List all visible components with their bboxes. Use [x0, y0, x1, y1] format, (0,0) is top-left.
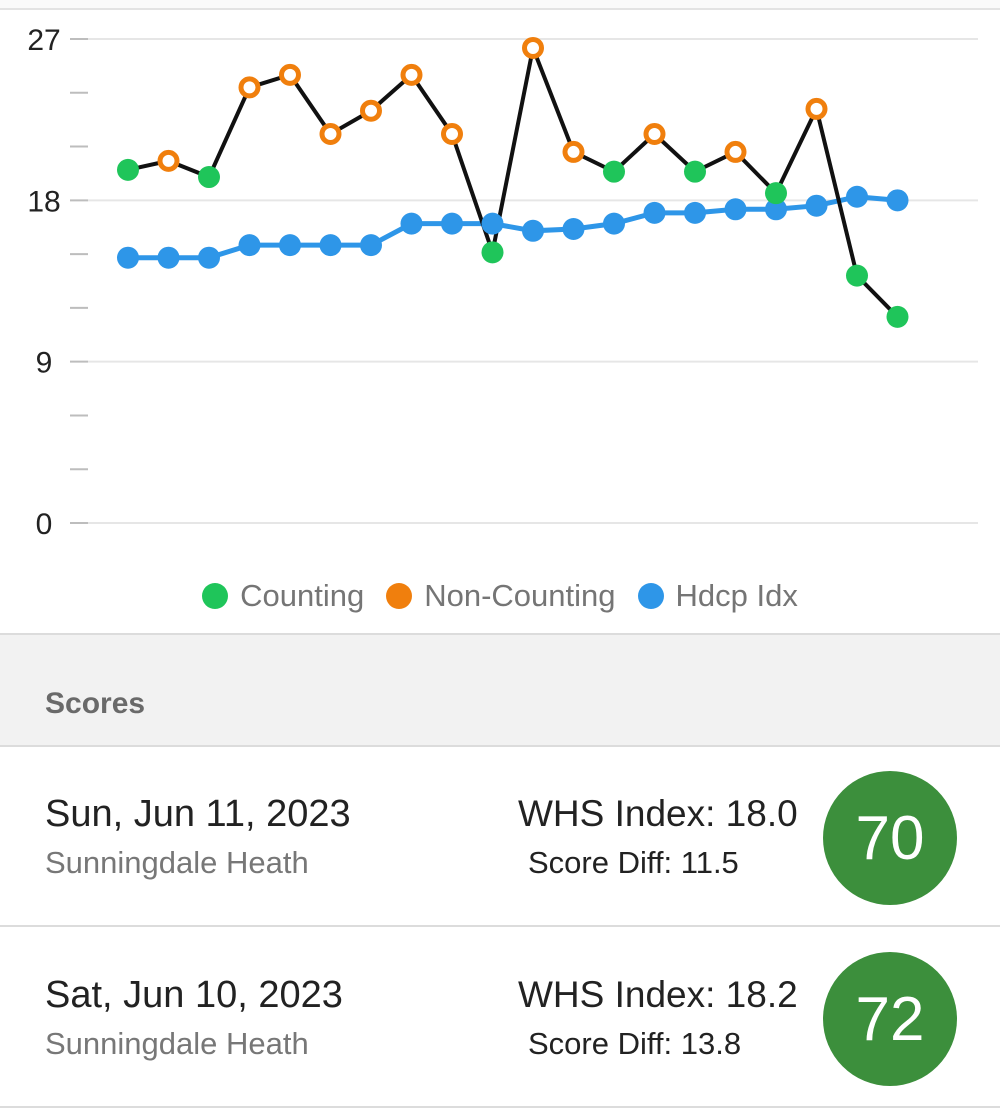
score-diff: Score Diff: 13.8	[528, 1026, 742, 1061]
legend-dot-counting	[202, 583, 229, 609]
scores-section-header: Scores	[0, 633, 1000, 747]
y-tick-label: 18	[27, 185, 60, 218]
counting-point	[603, 160, 625, 183]
hdcp-idx-point	[198, 246, 220, 269]
hdcp-idx-point	[279, 234, 301, 257]
course-name: Sunningdale Heath	[45, 845, 309, 880]
hdcp-idx-point	[765, 198, 787, 221]
hdcp-idx-point	[481, 212, 504, 235]
y-tick-label: 0	[36, 508, 53, 541]
non-counting-point	[643, 123, 666, 146]
counting-point	[684, 160, 706, 183]
score-diff: Score Diff: 11.5	[528, 845, 739, 880]
hdcp-idx-point	[522, 219, 544, 242]
non-counting-point	[522, 36, 544, 59]
score-row[interactable]: Sun, Jun 11, 2023 Sunningdale Heath WHS …	[0, 747, 1000, 927]
non-counting-point	[724, 140, 747, 163]
hdcp-idx-point	[360, 234, 382, 257]
whs-index: WHS Index: 18.2	[518, 974, 798, 1015]
counting-point	[481, 241, 504, 264]
legend-item-counting: Counting	[202, 578, 364, 614]
counting-point	[117, 158, 139, 181]
hdcp-idx-point	[238, 234, 261, 257]
hdcp-idx-point	[319, 234, 342, 257]
hdcp-idx-point	[846, 185, 868, 208]
hdcp-idx-point	[117, 246, 139, 269]
non-counting-point	[400, 63, 423, 86]
round-date: Sun, Jun 11, 2023	[45, 793, 351, 835]
non-counting-point	[238, 76, 261, 99]
non-counting-point	[360, 99, 382, 122]
hdcp-idx-point	[603, 212, 625, 235]
hdcp-idx-point	[886, 189, 909, 212]
y-tick-label: 9	[36, 347, 53, 380]
hdcp-idx-point	[157, 246, 180, 269]
score-badge: 70	[823, 771, 957, 905]
whs-index: WHS Index: 18.0	[518, 793, 798, 834]
hdcp-idx-point	[805, 194, 828, 217]
legend-dot-hdcp-idx	[637, 583, 664, 609]
legend-item-non-counting: Non-Counting	[386, 578, 616, 614]
legend-dot-non-counting	[386, 583, 413, 609]
legend-label-counting: Counting	[240, 578, 365, 613]
non-counting-point	[562, 140, 585, 163]
score-row[interactable]: Sat, Jun 10, 2023 Sunningdale Heath WHS …	[0, 928, 1000, 1108]
chart-plot: 27 18 9 0	[27, 24, 978, 541]
hdcp-idx-point	[724, 198, 747, 221]
top-divider	[0, 0, 1000, 10]
score-badge: 72	[823, 952, 957, 1086]
round-date: Sat, Jun 10, 2023	[45, 974, 343, 1016]
scores-title: Scores	[45, 687, 146, 720]
y-tick-label: 27	[27, 24, 60, 57]
counting-point	[198, 166, 220, 189]
non-counting-point	[319, 123, 342, 146]
hdcp-idx-point	[684, 201, 706, 224]
legend-item-hdcp-idx: Hdcp Idx	[637, 578, 798, 614]
legend-label-hdcp-idx: Hdcp Idx	[675, 578, 798, 613]
hdcp-idx-point	[441, 212, 463, 235]
counting-point	[765, 182, 787, 205]
course-name: Sunningdale Heath	[45, 1026, 309, 1061]
non-counting-point	[157, 149, 180, 172]
hdcp-idx-point	[643, 201, 666, 224]
counting-point	[886, 305, 909, 328]
legend-label-non-counting: Non-Counting	[424, 578, 616, 613]
non-counting-point	[441, 123, 463, 146]
chart-legend: Counting Non-Counting Hdcp Idx	[0, 578, 1000, 614]
hdcp-idx-point	[400, 212, 423, 235]
counting-point	[846, 264, 868, 287]
hdcp-idx-point	[562, 218, 585, 241]
handicap-chart: 27 18 9 0 Counting Non-Counting Hdcp Idx	[0, 0, 1000, 614]
non-counting-point	[805, 97, 828, 120]
non-counting-point	[279, 63, 301, 86]
